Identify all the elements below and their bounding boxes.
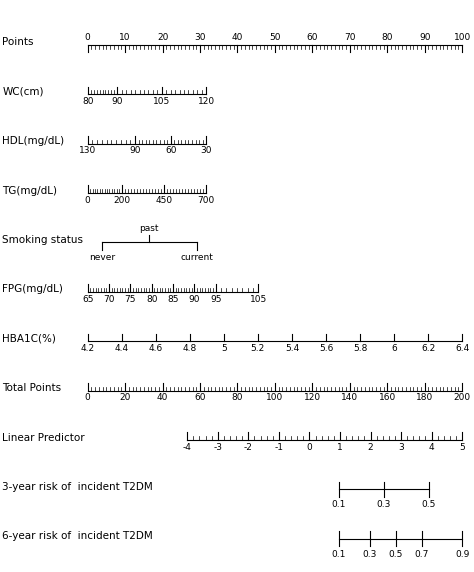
Text: -4: -4	[183, 443, 191, 452]
Text: 6-year risk of  incident T2DM: 6-year risk of incident T2DM	[2, 531, 153, 542]
Text: current: current	[180, 253, 213, 262]
Text: 4.2: 4.2	[81, 344, 95, 353]
Text: WC(cm): WC(cm)	[2, 87, 44, 97]
Text: 20: 20	[157, 33, 168, 42]
Text: 105: 105	[250, 295, 267, 304]
Text: Linear Predictor: Linear Predictor	[2, 432, 85, 443]
Text: 0: 0	[307, 443, 312, 452]
Text: 80: 80	[232, 394, 243, 402]
Text: Points: Points	[2, 37, 34, 47]
Text: 5.6: 5.6	[319, 344, 333, 353]
Text: 0.1: 0.1	[332, 550, 346, 559]
Text: 6.4: 6.4	[455, 344, 469, 353]
Text: HDL(mg/dL): HDL(mg/dL)	[2, 136, 64, 146]
Text: TG(mg/dL): TG(mg/dL)	[2, 186, 57, 196]
Text: 50: 50	[269, 33, 281, 42]
Text: 105: 105	[153, 97, 170, 106]
Text: 5.4: 5.4	[285, 344, 299, 353]
Text: 0: 0	[85, 394, 91, 402]
Text: 10: 10	[119, 33, 131, 42]
Text: 200: 200	[113, 196, 130, 205]
Text: 60: 60	[194, 394, 206, 402]
Text: Smoking status: Smoking status	[2, 235, 83, 245]
Text: -3: -3	[213, 443, 222, 452]
Text: 0.5: 0.5	[422, 500, 436, 509]
Text: 180: 180	[416, 394, 433, 402]
Text: 80: 80	[382, 33, 393, 42]
Text: 1: 1	[337, 443, 343, 452]
Text: past: past	[139, 224, 159, 233]
Text: 0.3: 0.3	[377, 500, 391, 509]
Text: 5.2: 5.2	[251, 344, 265, 353]
Text: 90: 90	[111, 97, 123, 106]
Text: 3-year risk of  incident T2DM: 3-year risk of incident T2DM	[2, 482, 153, 492]
Text: 0.9: 0.9	[455, 550, 469, 559]
Text: 0.3: 0.3	[363, 550, 377, 559]
Text: 85: 85	[167, 295, 179, 304]
Text: 3: 3	[398, 443, 404, 452]
Text: 4.4: 4.4	[115, 344, 129, 353]
Text: 5: 5	[221, 344, 227, 353]
Text: 140: 140	[341, 394, 358, 402]
Text: FPG(mg/dL): FPG(mg/dL)	[2, 284, 63, 295]
Text: 5: 5	[459, 443, 465, 452]
Text: HBA1C(%): HBA1C(%)	[2, 334, 56, 344]
Text: 0.5: 0.5	[389, 550, 403, 559]
Text: 100: 100	[266, 394, 283, 402]
Text: 40: 40	[232, 33, 243, 42]
Text: 30: 30	[201, 146, 212, 156]
Text: 130: 130	[79, 146, 96, 156]
Text: -1: -1	[274, 443, 283, 452]
Text: 5.8: 5.8	[353, 344, 367, 353]
Text: 90: 90	[189, 295, 200, 304]
Text: 0.7: 0.7	[415, 550, 429, 559]
Text: 120: 120	[304, 394, 321, 402]
Text: 70: 70	[103, 295, 115, 304]
Text: 60: 60	[165, 146, 176, 156]
Text: 20: 20	[119, 394, 131, 402]
Text: 450: 450	[155, 196, 173, 205]
Text: 70: 70	[344, 33, 356, 42]
Text: 65: 65	[82, 295, 93, 304]
Text: 160: 160	[379, 394, 396, 402]
Text: 80: 80	[82, 97, 93, 106]
Text: 90: 90	[129, 146, 141, 156]
Text: 30: 30	[194, 33, 206, 42]
Text: 60: 60	[307, 33, 318, 42]
Text: 120: 120	[198, 97, 215, 106]
Text: 700: 700	[198, 196, 215, 205]
Text: 95: 95	[210, 295, 221, 304]
Text: 0.1: 0.1	[332, 500, 346, 509]
Text: 6: 6	[391, 344, 397, 353]
Text: 90: 90	[419, 33, 430, 42]
Text: 6.2: 6.2	[421, 344, 435, 353]
Text: Total Points: Total Points	[2, 383, 62, 393]
Text: 4.8: 4.8	[182, 344, 197, 353]
Text: 0: 0	[85, 196, 91, 205]
Text: 0: 0	[85, 33, 91, 42]
Text: -2: -2	[244, 443, 253, 452]
Text: 4: 4	[429, 443, 434, 452]
Text: never: never	[89, 253, 115, 262]
Text: 2: 2	[368, 443, 374, 452]
Text: 80: 80	[146, 295, 157, 304]
Text: 75: 75	[125, 295, 136, 304]
Text: 40: 40	[157, 394, 168, 402]
Text: 4.6: 4.6	[149, 344, 163, 353]
Text: 200: 200	[454, 394, 471, 402]
Text: 100: 100	[454, 33, 471, 42]
